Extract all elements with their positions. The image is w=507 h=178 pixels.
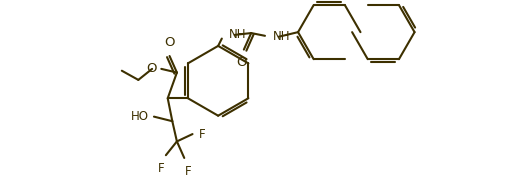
- Text: F: F: [199, 128, 205, 141]
- Text: O: O: [164, 36, 175, 49]
- Text: O: O: [236, 56, 246, 69]
- Text: O: O: [146, 62, 157, 75]
- Text: NH: NH: [273, 30, 291, 43]
- Text: HO: HO: [131, 110, 150, 123]
- Text: F: F: [185, 165, 191, 178]
- Text: F: F: [158, 162, 165, 175]
- Text: NH: NH: [229, 28, 247, 41]
